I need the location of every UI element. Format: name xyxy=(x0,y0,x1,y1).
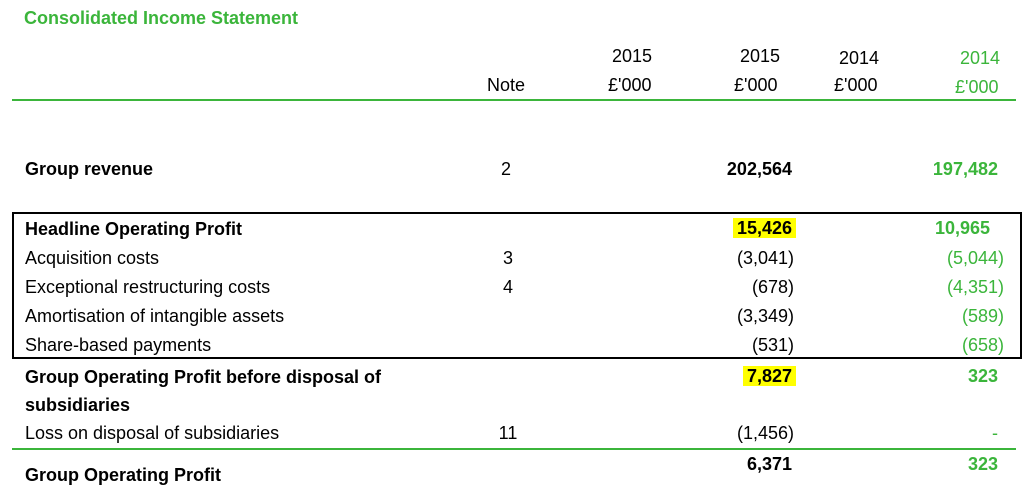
row-note-group-revenue: 2 xyxy=(500,159,511,179)
col-header-note: Note xyxy=(487,75,526,95)
highlight-marker: 7,827 xyxy=(742,366,796,386)
col-header-2014-a-year: 2014 xyxy=(839,48,880,68)
row-label-acquisition-costs: Acquisition costs xyxy=(25,248,160,268)
row-note-exceptional-restructuring: 4 xyxy=(502,277,513,297)
col-header-2014-a-unit: £'000 xyxy=(834,75,878,95)
header-divider xyxy=(12,99,1016,101)
row-2015-amortisation: (3,349) xyxy=(736,306,794,326)
col-header-2015-b-unit: £'000 xyxy=(734,75,778,95)
row-label-operating-profit-before-disposal-line1: Group Operating Profit before disposal o… xyxy=(25,367,382,387)
row-note-acquisition-costs: 3 xyxy=(502,248,513,268)
subtotal-divider xyxy=(12,448,1016,450)
statement-title: Consolidated Income Statement xyxy=(24,8,299,28)
row-2014-amortisation: (589) xyxy=(961,306,1004,326)
row-2015-group-revenue: 202,564 xyxy=(726,159,792,179)
row-label-share-based: Share-based payments xyxy=(25,335,212,355)
row-2014-group-revenue: 197,482 xyxy=(932,159,998,179)
row-label-group-operating-profit: Group Operating Profit xyxy=(25,465,221,485)
row-2014-headline-operating-profit: 10,965 xyxy=(934,218,990,238)
row-2014-operating-profit-before-disposal: 323 xyxy=(967,366,998,386)
row-2015-group-operating-profit: 6,371 xyxy=(746,454,792,474)
row-2015-operating-profit-before-disposal: 7,827 xyxy=(742,366,796,387)
row-2015-headline-operating-profit: 15,426 xyxy=(732,218,796,239)
row-2014-group-operating-profit: 323 xyxy=(967,454,998,474)
col-header-2015-b-year: 2015 xyxy=(740,46,781,66)
row-label-headline-operating-profit: Headline Operating Profit xyxy=(25,219,243,239)
row-label-loss-on-disposal: Loss on disposal of subsidiaries xyxy=(25,423,280,443)
row-2015-loss-on-disposal: (1,456) xyxy=(736,423,794,443)
headline-profit-box xyxy=(12,212,1022,359)
row-2015-acquisition-costs: (3,041) xyxy=(736,248,794,268)
row-label-operating-profit-before-disposal-line2: subsidiaries xyxy=(25,395,131,415)
row-label-group-revenue: Group revenue xyxy=(25,159,154,179)
row-note-loss-on-disposal: 11 xyxy=(498,423,518,443)
col-header-2015-a-unit: £'000 xyxy=(608,75,652,95)
highlight-marker: 15,426 xyxy=(732,218,796,238)
row-2014-acquisition-costs: (5,044) xyxy=(946,248,1004,268)
row-label-exceptional-restructuring: Exceptional restructuring costs xyxy=(25,277,271,297)
row-2015-share-based: (531) xyxy=(751,335,794,355)
row-2014-exceptional-restructuring: (4,351) xyxy=(946,277,1004,297)
row-2015-exceptional-restructuring: (678) xyxy=(751,277,794,297)
row-2014-loss-on-disposal: - xyxy=(992,423,998,443)
col-header-2014-b-unit: £'000 xyxy=(955,77,999,97)
row-label-amortisation: Amortisation of intangible assets xyxy=(25,306,285,326)
col-header-2015-a-year: 2015 xyxy=(612,46,653,66)
row-2014-share-based: (658) xyxy=(961,335,1004,355)
col-header-2014-b-year: 2014 xyxy=(960,48,1001,68)
